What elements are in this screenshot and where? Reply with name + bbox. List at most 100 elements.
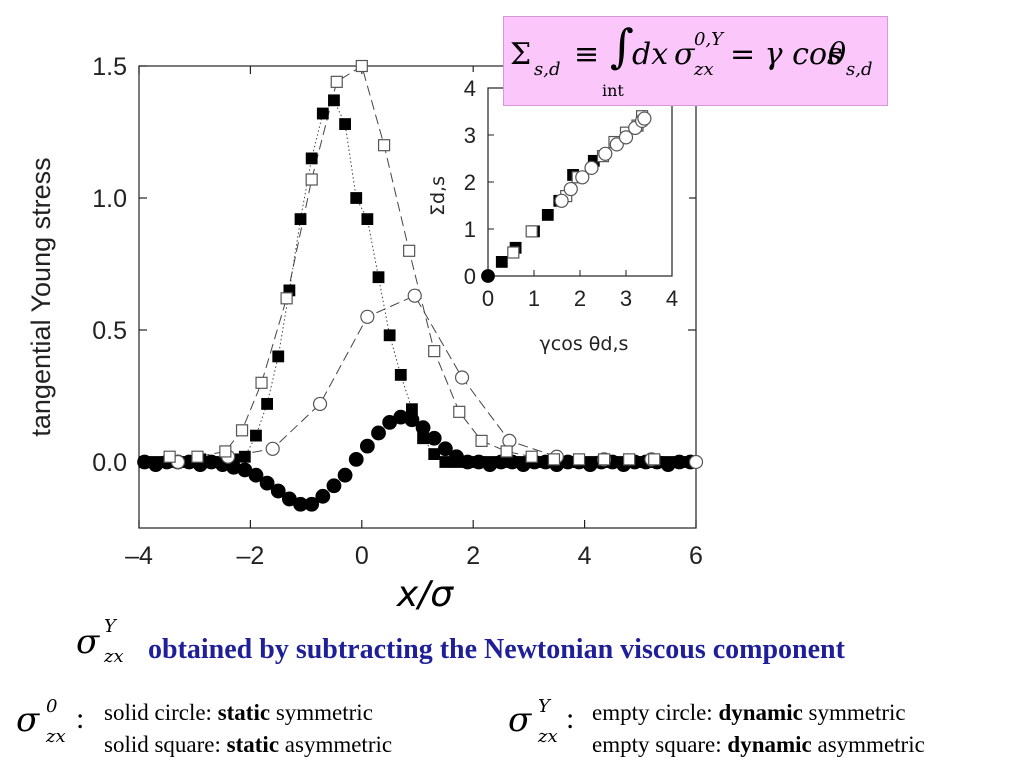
main-point-filled-square (662, 456, 675, 468)
main-point-open-square (255, 376, 268, 389)
main-y-tick-label: 0.0 (92, 449, 127, 477)
main-x-axis-label: x/σ (396, 574, 454, 615)
formula-sum-subscript: s,d (534, 59, 561, 80)
caption-sigma-glyph: σ (76, 622, 100, 662)
inset-point-open-circle (598, 146, 613, 161)
main-point-filled-circle (315, 488, 331, 504)
inset-y-tick-label: 4 (464, 76, 476, 101)
inset-x-tick-label: 1 (528, 286, 540, 311)
formula-theta-subscript: s,d (846, 59, 873, 80)
main-point-filled-square (350, 192, 363, 204)
main-point-open-square (547, 453, 561, 466)
main-y-axis-label: tangential Young stress (26, 157, 56, 436)
main-point-open-square (403, 244, 416, 257)
formula-box: Σ s,d ≡ ∫ int dx σ 0,Y zx = γ cos θ s,d (503, 16, 888, 106)
main-point-open-square (572, 453, 586, 466)
inset-point-open-circle (554, 193, 569, 208)
main-point-filled-circle (359, 438, 375, 454)
main-point-filled-square (205, 456, 218, 468)
caption-sigma-symbol: σ Y zx (76, 616, 124, 667)
inset-y-tick-label: 3 (464, 123, 476, 148)
main-point-open-square (525, 450, 538, 463)
main-y-tick-label: 0.5 (92, 317, 127, 345)
inset-point-open-square (507, 246, 520, 259)
main-point-filled-square (316, 107, 329, 120)
main-point-filled-circle (326, 478, 342, 494)
formula-equiv: ≡ (574, 37, 600, 72)
main-point-open-square (377, 139, 391, 152)
formula-integral: ∫ (610, 19, 634, 73)
formula-dx: dx (632, 37, 669, 72)
main-point-filled-circle (337, 467, 353, 483)
legend-left-line-2-c: asymmetric (279, 732, 393, 757)
inset-point-open-circle (584, 160, 599, 175)
main-point-filled-square (261, 398, 274, 410)
main-point-filled-square (372, 271, 385, 284)
legend-left-line-1-c: symmetric (270, 700, 373, 725)
main-point-filled-square (328, 94, 340, 107)
inset-point-open-circle (618, 130, 634, 145)
main-point-open-square (330, 75, 343, 88)
main-point-open-circle (312, 396, 328, 412)
main-point-open-square (235, 424, 249, 437)
legend-right-subscript: zx (538, 726, 558, 747)
inset-point-open-circle (563, 181, 578, 197)
main-x-tick-label: 2 (466, 542, 480, 570)
caption-text: obtained by subtracting the Newtonian vi… (148, 634, 845, 665)
caption-sigma-superscript: Y (104, 616, 116, 637)
legend-right-line-2-c: asymmetric (811, 732, 925, 757)
legend-left-line-1-a: solid circle: (104, 700, 218, 725)
inset-y-tick-label: 2 (464, 170, 476, 195)
inset-point-filled-circle (481, 269, 495, 283)
inset-y-axis-label: Σd,s (427, 176, 449, 216)
inset-x-tick-label: 2 (574, 286, 586, 311)
main-point-filled-square (472, 456, 485, 468)
inset-x-tick-label: 0 (482, 286, 494, 311)
main-point-open-square (191, 450, 204, 463)
formula-theta: θ (828, 37, 847, 72)
main-point-filled-square (484, 456, 496, 468)
inset-y-tick-label: 0 (464, 264, 476, 289)
main-point-open-square (428, 345, 441, 358)
main-point-filled-square (361, 213, 374, 226)
inset-point-open-square (525, 225, 538, 238)
legend-right-line-2-b: dynamic (727, 732, 812, 757)
main-chart: –4 –2 0 2 4 6 0.0 0.5 1.0 1.5 x/σ tangential Youn… (26, 53, 704, 615)
legend-right-sigma-glyph: σ (508, 700, 532, 740)
inset-point-open-circle (575, 170, 590, 185)
legend-left-line-2-b: static (226, 732, 280, 757)
main-point-filled-circle (348, 451, 364, 467)
main-plot-frame (138, 65, 697, 529)
legend-left-line-1-b: static (217, 700, 271, 725)
inset-x-tick-label: 4 (666, 286, 678, 311)
main-point-filled-square (305, 152, 318, 165)
main-point-open-square (355, 59, 368, 73)
legend-left-line-1: solid circle: static symmetric (104, 700, 373, 726)
main-y-tick-label: 1.5 (92, 53, 127, 81)
main-point-filled-square (561, 456, 574, 468)
main-point-filled-square (417, 432, 429, 445)
formula-sigma-superscript: 0,Y (694, 29, 724, 50)
formula-rhs: = γ cos (730, 37, 843, 72)
legend-right-line-2: empty square: dynamic asymmetric (592, 732, 925, 758)
main-point-open-circle (454, 370, 470, 385)
formula-sigma-subscript: zx (694, 59, 714, 80)
main-point-filled-square (138, 456, 151, 468)
inset-x-tick-label: 3 (620, 286, 632, 311)
main-point-open-circle (265, 441, 280, 456)
inset-y-tick-label: 1 (464, 217, 476, 242)
main-point-open-circle (360, 309, 375, 324)
main-x-tick-label: 6 (689, 542, 703, 570)
main-point-filled-circle (248, 467, 264, 483)
main-x-tick-label: 4 (578, 542, 592, 570)
main-point-open-square (453, 405, 466, 418)
inset-point-filled-square (541, 208, 554, 221)
main-point-filled-square (250, 429, 262, 442)
main-point-open-square (163, 450, 176, 463)
main-point-filled-circle (426, 430, 442, 446)
main-point-filled-square (506, 456, 519, 468)
main-point-open-square (597, 453, 611, 466)
inset-x-axis-label: γcos θd,s (540, 333, 629, 355)
main-point-filled-square (495, 456, 507, 468)
main-point-filled-square (461, 456, 474, 468)
